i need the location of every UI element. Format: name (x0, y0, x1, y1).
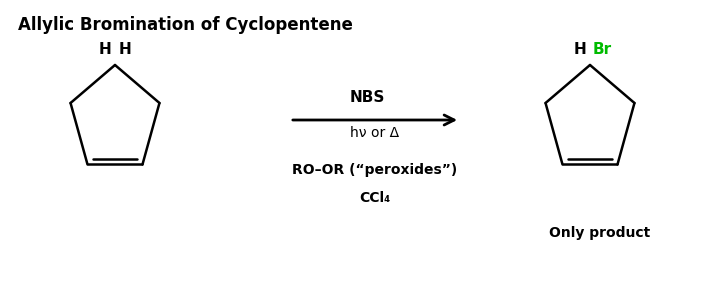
Text: Only product: Only product (549, 226, 651, 240)
Text: CCl₄: CCl₄ (359, 191, 391, 205)
Text: hν or Δ: hν or Δ (350, 126, 399, 140)
Text: H: H (119, 42, 131, 57)
Text: Br: Br (593, 42, 611, 57)
Text: H: H (574, 42, 586, 57)
Text: H: H (99, 42, 112, 57)
Text: NBS: NBS (350, 90, 385, 105)
Text: Allylic Bromination of Cyclopentene: Allylic Bromination of Cyclopentene (18, 16, 353, 34)
Text: RO–OR (“peroxides”): RO–OR (“peroxides”) (292, 163, 458, 177)
